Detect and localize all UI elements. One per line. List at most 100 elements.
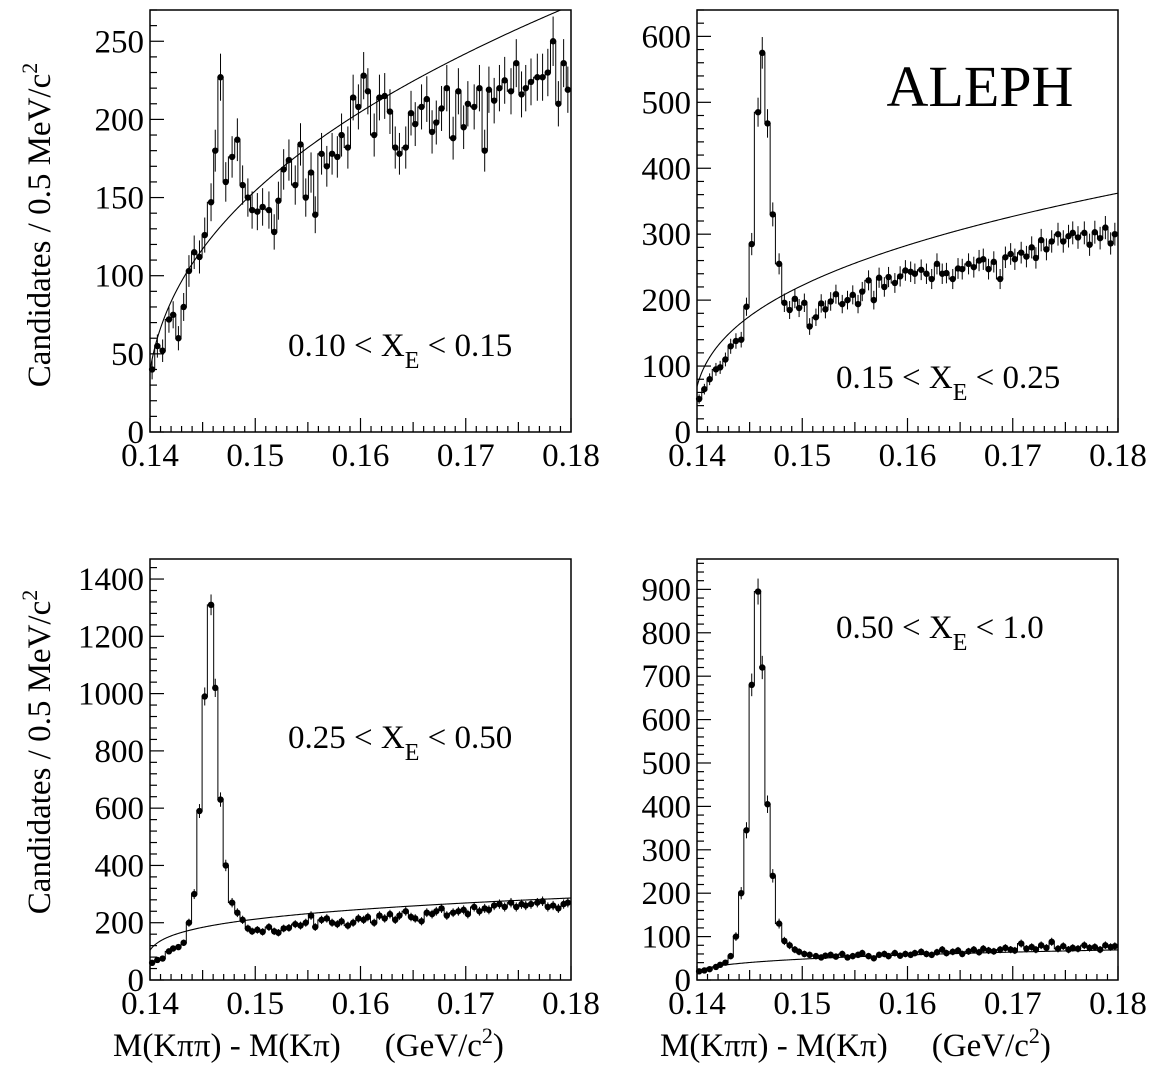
data-point — [832, 290, 840, 298]
data-point — [207, 199, 215, 206]
data-point — [148, 366, 156, 373]
data-point — [239, 181, 246, 189]
data-point — [791, 295, 799, 303]
data-point — [1023, 253, 1030, 260]
data-point — [801, 950, 808, 958]
data-point — [1102, 224, 1109, 231]
x-tick-label: 0.17 — [437, 438, 495, 474]
data-point — [822, 952, 829, 959]
data-point — [555, 905, 562, 912]
data-point — [1028, 244, 1035, 251]
data-point — [328, 150, 336, 157]
data-point — [228, 899, 236, 906]
data-point — [980, 945, 987, 952]
data-point — [1069, 229, 1076, 237]
data-point — [990, 258, 998, 266]
data-point — [165, 316, 173, 323]
data-point — [743, 827, 750, 834]
x-tick-label: 0.15 — [773, 986, 831, 1022]
data-point — [902, 267, 909, 274]
y-tick-label: 150 — [95, 181, 145, 217]
data-point — [1017, 249, 1025, 256]
plot-frame — [149, 9, 572, 433]
data-point — [259, 928, 266, 936]
data-point — [355, 915, 362, 922]
data-point — [159, 955, 166, 962]
data-point — [759, 664, 766, 671]
data-point — [148, 959, 156, 967]
data-point — [817, 300, 825, 307]
histogram-line — [150, 40, 571, 370]
data-point — [169, 945, 177, 952]
data-point — [154, 956, 161, 964]
y-tick-label: 600 — [642, 19, 692, 55]
data-point — [485, 906, 493, 914]
data-point — [323, 163, 331, 170]
data-point — [1096, 946, 1104, 953]
data-point — [885, 952, 892, 960]
data-point — [1102, 942, 1109, 949]
data-point — [949, 948, 956, 955]
y-tick-label: 200 — [642, 283, 692, 319]
data-point — [786, 942, 793, 949]
data-point — [795, 948, 803, 955]
data-point — [464, 910, 472, 918]
data-point — [775, 920, 783, 927]
data-point — [191, 249, 198, 256]
data-point — [965, 948, 972, 955]
data-point — [407, 109, 415, 117]
data-point — [522, 84, 529, 92]
data-point — [507, 88, 515, 95]
data-point — [1023, 945, 1030, 952]
data-point — [355, 103, 362, 111]
data-point — [212, 147, 219, 154]
data-point — [928, 275, 935, 283]
data-point — [376, 94, 383, 101]
data-point — [381, 92, 388, 100]
data-point — [939, 946, 946, 953]
data-point — [297, 922, 304, 929]
x-tick-label: 0.18 — [542, 986, 600, 1022]
y-tick-label: 800 — [642, 616, 692, 652]
y-tick-label: 100 — [95, 259, 145, 295]
data-point — [501, 903, 508, 911]
data-point — [1111, 942, 1119, 950]
data-point — [732, 933, 740, 940]
data-point — [839, 950, 846, 958]
data-point — [470, 103, 478, 111]
data-point — [169, 311, 177, 318]
data-point — [396, 912, 403, 919]
data-point — [865, 277, 872, 284]
data-point — [990, 948, 998, 955]
data-point — [775, 260, 783, 268]
data-point — [402, 908, 409, 915]
data-point — [875, 274, 883, 281]
x-tick-label: 0.14 — [668, 986, 726, 1022]
data-point — [307, 912, 315, 919]
data-point — [402, 144, 409, 151]
data-point — [701, 967, 708, 974]
data-point — [933, 260, 941, 268]
x-tick-label: 0.17 — [437, 986, 495, 1022]
data-point — [364, 88, 372, 95]
data-point — [1011, 947, 1019, 954]
y-tick-label: 800 — [95, 734, 145, 770]
y-tick-label: 200 — [642, 876, 692, 912]
data-point — [501, 77, 508, 84]
data-point — [513, 903, 520, 911]
data-point — [338, 918, 345, 925]
x-tick-label: 0.17 — [984, 438, 1042, 474]
data-point — [549, 38, 557, 45]
data-point — [754, 109, 762, 116]
data-point — [544, 903, 552, 911]
data-point — [564, 86, 572, 93]
data-point — [280, 925, 287, 932]
data-point — [1060, 238, 1067, 245]
y-tick-label: 0 — [675, 963, 692, 999]
data-point — [1074, 234, 1082, 241]
data-point — [795, 304, 803, 312]
y-tick-label: 400 — [642, 789, 692, 825]
data-point — [386, 108, 394, 115]
data-point — [1091, 229, 1099, 236]
